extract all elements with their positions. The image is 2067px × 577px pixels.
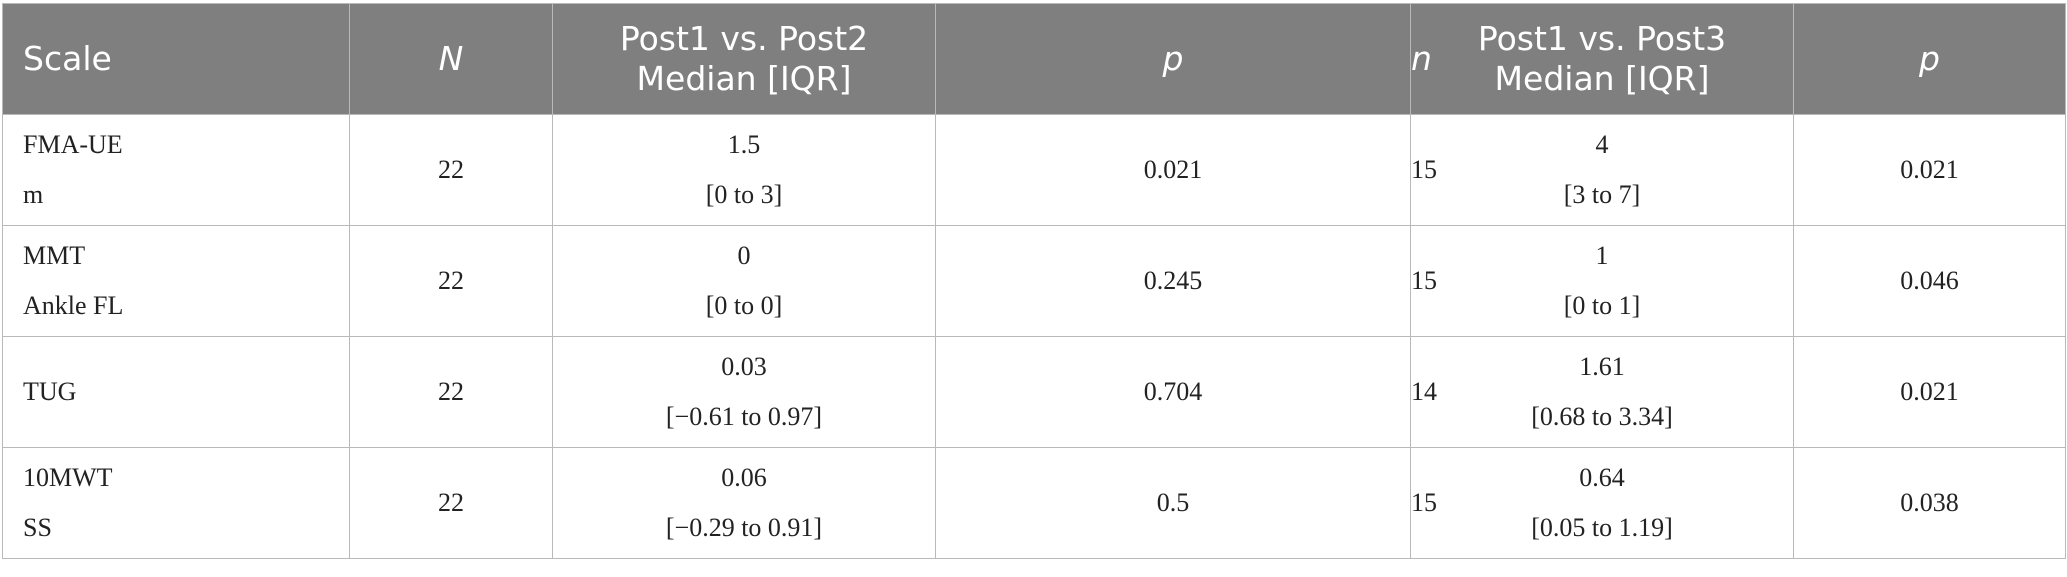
cell-scale: FMA-UE m <box>2 114 350 226</box>
cell-post3-median: 1 [0 to 1] <box>1410 225 1794 337</box>
post2-iqr-value: [0 to 0] <box>705 291 783 320</box>
cell-p-post3: 0.046 <box>1793 225 2066 337</box>
cell-post3-median: 4 [3 to 7] <box>1410 114 1794 226</box>
cell-post2-median: 0.03 [−0.61 to 0.97] <box>552 336 936 448</box>
table-row: MMT Ankle FL 22 0 [0 to 0] 0.245 15 1 [0… <box>2 225 2066 337</box>
cell-N: 22 <box>349 336 553 448</box>
header-p-post3-label: p <box>1919 39 1940 78</box>
cell-scale: MMT Ankle FL <box>2 225 350 337</box>
post2-iqr-value: [−0.61 to 0.97] <box>665 402 823 431</box>
post3-median-value: 0.64 <box>1579 463 1625 492</box>
post3-median-value: 1.61 <box>1579 352 1625 381</box>
cell-p-post3: 0.038 <box>1793 447 2066 559</box>
cell-p-post3: 0.021 <box>1793 114 2066 226</box>
cell-scale: TUG <box>2 336 350 448</box>
scale-name: MMT <box>23 241 86 270</box>
scale-name: FMA-UE <box>23 130 123 159</box>
header-post1-vs-post3: Post1 vs. Post3 Median [IQR] <box>1410 3 1794 115</box>
cell-p-post3: 0.021 <box>1793 336 2066 448</box>
cell-N: 22 <box>349 447 553 559</box>
cell-post2-median: 1.5 [0 to 3] <box>552 114 936 226</box>
post3-iqr-value: [3 to 7] <box>1563 180 1641 209</box>
post3-iqr-value: [0 to 1] <box>1563 291 1641 320</box>
header-p-post2: p <box>935 3 1411 115</box>
header-post1-vs-post3-line1: Post1 vs. Post3 <box>1477 19 1727 58</box>
header-p-post3: p <box>1793 3 2066 115</box>
cell-N: 22 <box>349 114 553 226</box>
cell-p-post2: 0.245 <box>935 225 1411 337</box>
table-body: FMA-UE m 22 1.5 [0 to 3] 0.021 15 4 [3 t… <box>2 114 2066 559</box>
table-row: FMA-UE m 22 1.5 [0 to 3] 0.021 15 4 [3 t… <box>2 114 2066 226</box>
scale-subname: m <box>23 180 44 209</box>
header-p-post2-label: p <box>1162 39 1184 78</box>
results-table: Scale N Post1 vs. Post2 Median [IQR] p n… <box>2 3 2066 559</box>
header-post1-vs-post3-line2: Median [IQR] <box>1494 59 1710 98</box>
cell-post3-median: 0.64 [0.05 to 1.19] <box>1410 447 1794 559</box>
cell-p-post2: 0.704 <box>935 336 1411 448</box>
post2-iqr-value: [0 to 3] <box>705 180 783 209</box>
scale-subname: Ankle FL <box>23 291 124 320</box>
header-post1-vs-post2: Post1 vs. Post2 Median [IQR] <box>552 3 936 115</box>
cell-post2-median: 0 [0 to 0] <box>552 225 936 337</box>
post3-median-value: 4 <box>1595 130 1609 159</box>
post3-median-value: 1 <box>1595 241 1609 270</box>
table-row: TUG 22 0.03 [−0.61 to 0.97] 0.704 14 1.6… <box>2 336 2066 448</box>
header-N: N <box>349 3 553 115</box>
header-row: Scale N Post1 vs. Post2 Median [IQR] p n… <box>2 3 2066 115</box>
post3-iqr-value: [0.05 to 1.19] <box>1531 513 1673 542</box>
post2-median-value: 0.06 <box>721 463 767 492</box>
post2-median-value: 1.5 <box>727 130 761 159</box>
header-N-label: N <box>438 39 464 78</box>
cell-post2-median: 0.06 [−0.29 to 0.91] <box>552 447 936 559</box>
header-scale-label: Scale <box>23 39 112 78</box>
post2-iqr-value: [−0.29 to 0.91] <box>665 513 823 542</box>
scale-name: 10MWT <box>23 463 113 492</box>
post2-median-value: 0 <box>737 241 751 270</box>
post2-median-value: 0.03 <box>721 352 767 381</box>
cell-p-post2: 0.5 <box>935 447 1411 559</box>
cell-post3-median: 1.61 [0.68 to 3.34] <box>1410 336 1794 448</box>
scale-name: TUG <box>23 377 77 406</box>
table-header: Scale N Post1 vs. Post2 Median [IQR] p n… <box>2 3 2066 115</box>
cell-scale: 10MWT SS <box>2 447 350 559</box>
cell-N: 22 <box>349 225 553 337</box>
scale-subname: SS <box>23 513 52 542</box>
cell-p-post2: 0.021 <box>935 114 1411 226</box>
table-row: 10MWT SS 22 0.06 [−0.29 to 0.91] 0.5 15 … <box>2 447 2066 559</box>
post3-iqr-value: [0.68 to 3.34] <box>1531 402 1673 431</box>
header-post1-vs-post2-line1: Post1 vs. Post2 <box>619 19 869 58</box>
header-post1-vs-post2-line2: Median [IQR] <box>636 59 852 98</box>
header-scale: Scale <box>2 3 350 115</box>
